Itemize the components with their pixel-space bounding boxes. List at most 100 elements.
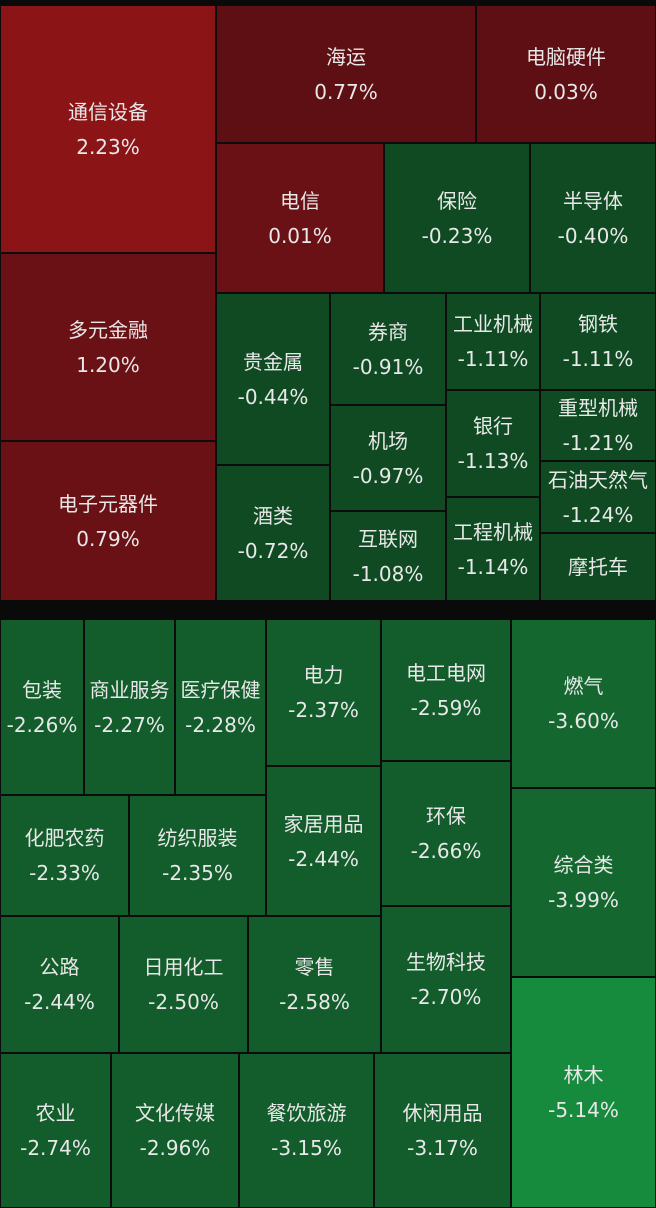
sector-change: -5.14% bbox=[548, 1098, 619, 1122]
sector-tile[interactable]: 林木 -5.14% bbox=[511, 977, 656, 1208]
sector-change: -1.24% bbox=[562, 502, 634, 527]
sector-name: 日用化工 bbox=[143, 955, 224, 979]
sector-change: 2.23% bbox=[76, 134, 140, 159]
sector-name: 公路 bbox=[39, 955, 80, 979]
sector-change: -3.60% bbox=[548, 709, 619, 733]
sector-change: -2.74% bbox=[20, 1136, 91, 1160]
sector-change: -2.66% bbox=[410, 839, 482, 863]
sector-tile[interactable]: 农业 -2.74% bbox=[0, 1053, 111, 1208]
sector-tile[interactable]: 化肥农药 -2.33% bbox=[0, 795, 129, 916]
sector-name: 农业 bbox=[35, 1101, 76, 1125]
sector-tile[interactable]: 家居用品 -2.44% bbox=[266, 766, 381, 916]
sector-tile[interactable]: 石油天然气 -1.24% bbox=[540, 461, 656, 533]
sector-name: 休闲用品 bbox=[402, 1101, 483, 1125]
sector-name: 电脑硬件 bbox=[526, 44, 606, 69]
sector-name: 生物科技 bbox=[406, 950, 486, 974]
sector-name: 家居用品 bbox=[283, 811, 364, 836]
sector-name: 半导体 bbox=[563, 188, 623, 213]
sector-name: 商业服务 bbox=[89, 677, 170, 702]
sector-tile[interactable]: 医疗保健 -2.28% bbox=[175, 619, 266, 795]
sector-change: 1.20% bbox=[76, 352, 140, 377]
sector-change: -2.58% bbox=[279, 990, 350, 1014]
sector-change: -2.27% bbox=[94, 712, 165, 737]
sector-tile[interactable]: 摩托车 bbox=[540, 533, 656, 601]
sector-name: 环保 bbox=[426, 804, 466, 828]
sector-change: -2.37% bbox=[288, 698, 359, 722]
sector-change: -2.70% bbox=[410, 985, 482, 1009]
sector-tile[interactable]: 电脑硬件 0.03% bbox=[476, 5, 656, 143]
sector-tile[interactable]: 海运 0.77% bbox=[216, 5, 476, 143]
sector-name: 券商 bbox=[368, 319, 408, 344]
sector-tile[interactable]: 商业服务 -2.27% bbox=[84, 619, 175, 795]
sector-tile[interactable]: 环保 -2.66% bbox=[381, 761, 511, 906]
sector-tile[interactable]: 酒类 -0.72% bbox=[216, 465, 330, 601]
sector-change: -3.17% bbox=[407, 1136, 478, 1160]
sector-tile[interactable]: 半导体 -0.40% bbox=[530, 143, 656, 293]
sector-name: 零售 bbox=[294, 955, 335, 979]
sector-tile[interactable]: 日用化工 -2.50% bbox=[119, 916, 248, 1053]
sector-change: 0.03% bbox=[534, 79, 598, 104]
sector-tile[interactable]: 生物科技 -2.70% bbox=[381, 906, 511, 1053]
sector-change: -2.44% bbox=[24, 990, 95, 1014]
sector-change: -0.72% bbox=[237, 538, 309, 563]
sector-name: 电工电网 bbox=[406, 660, 486, 685]
sector-tile[interactable]: 公路 -2.44% bbox=[0, 916, 119, 1053]
sector-tile[interactable]: 电工电网 -2.59% bbox=[381, 619, 511, 761]
sector-change: -2.50% bbox=[148, 990, 219, 1014]
sector-tile[interactable]: 燃气 -3.60% bbox=[511, 619, 656, 788]
sector-tile[interactable]: 电信 0.01% bbox=[216, 143, 384, 293]
sector-tile[interactable]: 通信设备 2.23% bbox=[0, 5, 216, 253]
sector-tile[interactable]: 综合类 -3.99% bbox=[511, 788, 656, 977]
sector-name: 多元金融 bbox=[68, 317, 148, 342]
sector-change: -2.33% bbox=[29, 861, 100, 885]
sector-name: 贵金属 bbox=[243, 349, 303, 374]
sector-change: -2.28% bbox=[185, 712, 256, 737]
sector-tile[interactable]: 电力 -2.37% bbox=[266, 619, 381, 766]
sector-tile[interactable]: 休闲用品 -3.17% bbox=[374, 1053, 511, 1208]
sector-tile[interactable]: 贵金属 -0.44% bbox=[216, 293, 330, 465]
sector-tile[interactable]: 包装 -2.26% bbox=[0, 619, 84, 795]
sector-name: 化肥农药 bbox=[24, 826, 105, 850]
sector-tile[interactable]: 钢铁 -1.11% bbox=[540, 293, 656, 390]
sector-tile[interactable]: 券商 -0.91% bbox=[330, 293, 446, 405]
sector-name: 重型机械 bbox=[558, 396, 638, 420]
sector-name: 林木 bbox=[563, 1063, 604, 1087]
sector-change: -2.59% bbox=[410, 695, 482, 720]
sector-name: 保险 bbox=[437, 188, 477, 213]
sector-tile[interactable]: 工业机械 -1.11% bbox=[446, 293, 540, 390]
sector-change: -0.40% bbox=[557, 223, 629, 248]
sector-name: 通信设备 bbox=[68, 99, 148, 124]
sector-tile[interactable]: 餐饮旅游 -3.15% bbox=[239, 1053, 374, 1208]
sector-change: -1.21% bbox=[562, 431, 634, 455]
sector-change: -2.44% bbox=[288, 846, 359, 871]
sector-tile[interactable]: 机场 -0.97% bbox=[330, 405, 446, 511]
sector-change: -0.97% bbox=[352, 463, 424, 488]
sector-name: 餐饮旅游 bbox=[266, 1101, 347, 1125]
sector-change: -0.23% bbox=[421, 223, 493, 248]
sector-tile[interactable]: 零售 -2.58% bbox=[248, 916, 381, 1053]
sector-name: 电信 bbox=[280, 188, 320, 213]
sector-tile[interactable]: 互联网 -1.08% bbox=[330, 511, 446, 601]
sector-change: -2.26% bbox=[6, 712, 78, 737]
sector-tile[interactable]: 纺织服装 -2.35% bbox=[129, 795, 266, 916]
sector-name: 文化传媒 bbox=[135, 1101, 215, 1125]
sector-tile[interactable]: 文化传媒 -2.96% bbox=[111, 1053, 239, 1208]
sector-change: -0.44% bbox=[237, 384, 309, 409]
sector-name: 综合类 bbox=[553, 853, 614, 877]
sector-tile[interactable]: 重型机械 -1.21% bbox=[540, 390, 656, 461]
sector-change: -1.11% bbox=[562, 347, 634, 371]
sector-tile[interactable]: 银行 -1.13% bbox=[446, 390, 540, 497]
sector-tile[interactable]: 多元金融 1.20% bbox=[0, 253, 216, 441]
sector-name: 海运 bbox=[326, 44, 366, 69]
sector-tile[interactable]: 保险 -0.23% bbox=[384, 143, 530, 293]
sector-name: 工业机械 bbox=[453, 312, 533, 336]
sector-change: -1.14% bbox=[457, 554, 529, 579]
sector-tile[interactable]: 电子元器件 0.79% bbox=[0, 441, 216, 601]
sector-name: 纺织服装 bbox=[157, 826, 238, 850]
sector-name: 互联网 bbox=[358, 526, 418, 551]
sector-name: 钢铁 bbox=[578, 312, 618, 336]
sector-tile[interactable]: 工程机械 -1.14% bbox=[446, 497, 540, 601]
sector-change: -0.91% bbox=[352, 354, 424, 379]
sector-change: 0.01% bbox=[268, 223, 332, 248]
